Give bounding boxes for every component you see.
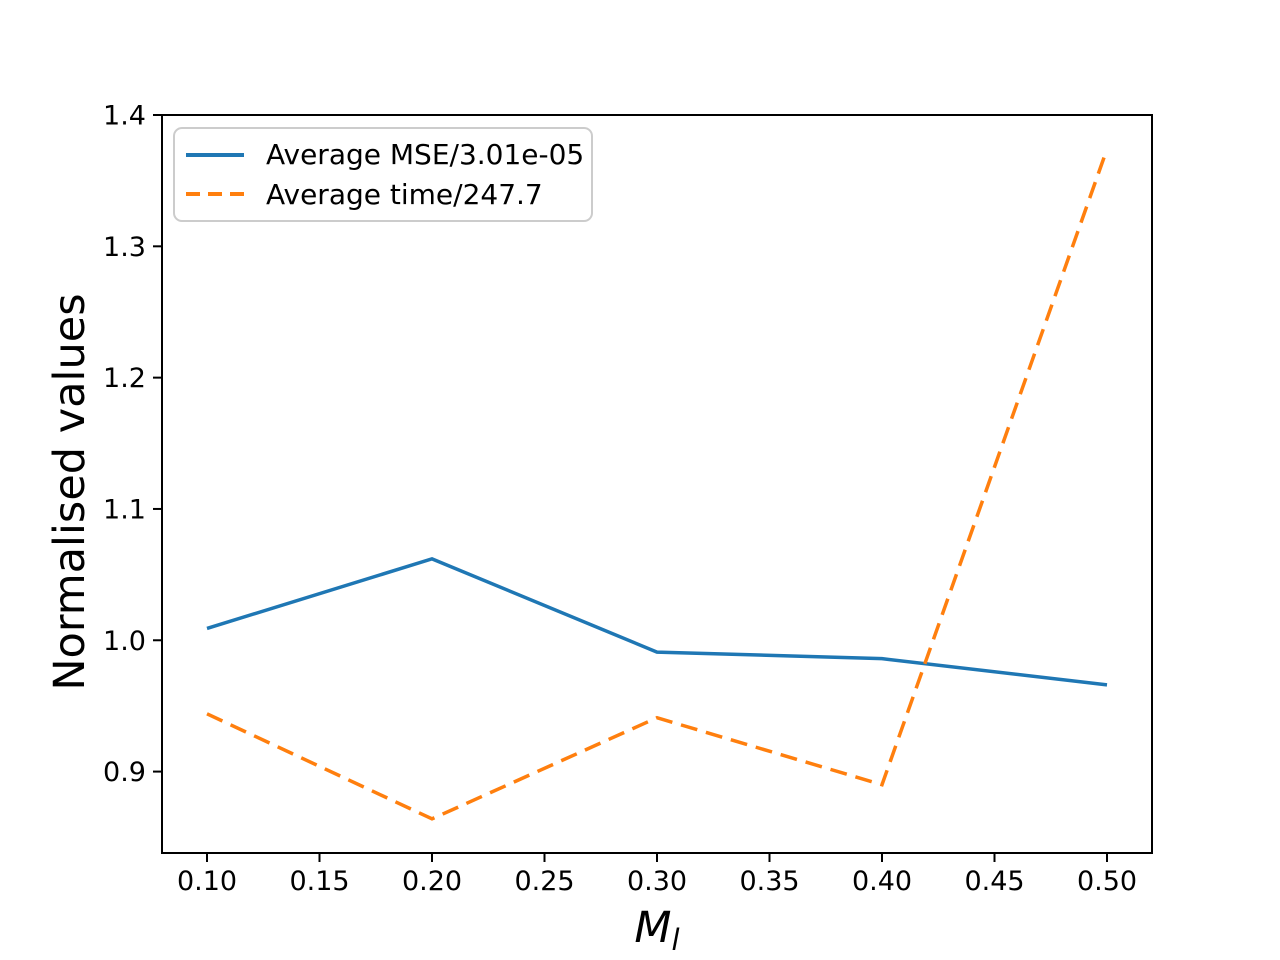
legend-dashed-line-icon (186, 192, 244, 197)
y-axis-label: Normalised values (45, 293, 95, 691)
series-line-0 (206, 556, 1108, 687)
x-axis-label: Ml (634, 903, 679, 955)
legend-label-average-time: Average time/247.7 (266, 177, 543, 211)
legend-item-average-mse: Average MSE/3.01e-05 (185, 135, 585, 175)
axes-spines (161, 114, 1153, 854)
x-tick-label: 0.25 (514, 866, 574, 897)
series-line-1 (206, 148, 1109, 821)
x-axis-label-subscript: l (671, 923, 680, 957)
y-tick-label: 1.3 (103, 232, 146, 263)
x-tick-label: 0.35 (739, 866, 799, 897)
legend-solid-line-icon (186, 152, 244, 157)
x-tick-label: 0.30 (627, 866, 687, 897)
legend-label-average-mse: Average MSE/3.01e-05 (266, 138, 585, 172)
y-tick-label: 0.9 (103, 757, 146, 788)
y-tick-label: 1.2 (103, 363, 146, 394)
x-tick-label: 0.45 (964, 866, 1024, 897)
x-tick-label: 0.15 (289, 866, 349, 897)
y-tick-label: 1.0 (103, 626, 146, 657)
legend: Average MSE/3.01e-05 Average time/247.7 (173, 127, 593, 222)
legend-item-average-time: Average time/247.7 (185, 175, 581, 215)
x-axis-label-symbol: M (634, 903, 672, 953)
x-tick-label: 0.10 (177, 866, 237, 897)
x-tick-label: 0.50 (1077, 866, 1137, 897)
y-tick-label: 1.4 (103, 101, 146, 132)
x-tick-label: 0.40 (852, 866, 912, 897)
x-tick-label: 0.20 (402, 866, 462, 897)
y-tick-label: 1.1 (103, 494, 146, 525)
